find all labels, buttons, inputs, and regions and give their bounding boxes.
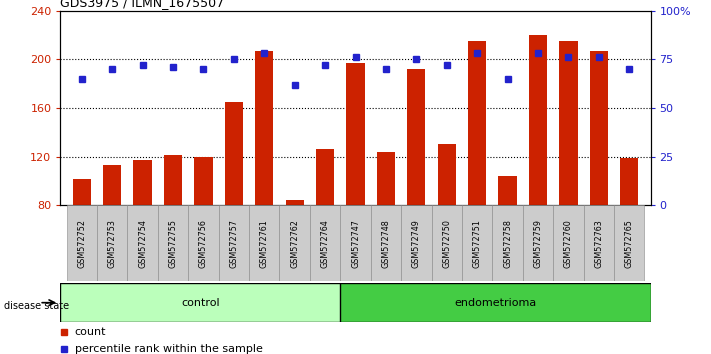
Text: endometrioma: endometrioma bbox=[454, 298, 536, 308]
Bar bbox=[401, 205, 432, 281]
Bar bbox=[60, 283, 340, 322]
Bar bbox=[432, 205, 462, 281]
Bar bbox=[370, 205, 401, 281]
Text: control: control bbox=[181, 298, 220, 308]
Text: percentile rank within the sample: percentile rank within the sample bbox=[75, 344, 262, 354]
Bar bbox=[498, 176, 517, 205]
Text: GSM572763: GSM572763 bbox=[594, 219, 604, 268]
Bar bbox=[438, 144, 456, 205]
Bar bbox=[73, 178, 91, 205]
Bar bbox=[158, 205, 188, 281]
Bar bbox=[340, 283, 651, 322]
Bar bbox=[103, 165, 122, 205]
Bar bbox=[249, 205, 279, 281]
Text: GSM572754: GSM572754 bbox=[138, 219, 147, 268]
Text: GDS3975 / ILMN_1675507: GDS3975 / ILMN_1675507 bbox=[60, 0, 225, 10]
Bar bbox=[377, 152, 395, 205]
Bar bbox=[553, 205, 584, 281]
Bar bbox=[614, 205, 644, 281]
Bar bbox=[560, 41, 577, 205]
Bar bbox=[620, 158, 638, 205]
Text: GSM572756: GSM572756 bbox=[199, 219, 208, 268]
Text: GSM572759: GSM572759 bbox=[533, 219, 542, 268]
Bar bbox=[188, 205, 218, 281]
Text: GSM572761: GSM572761 bbox=[260, 219, 269, 268]
Bar bbox=[286, 200, 304, 205]
Bar bbox=[134, 160, 151, 205]
Text: GSM572751: GSM572751 bbox=[473, 219, 481, 268]
Bar bbox=[255, 51, 273, 205]
Bar bbox=[468, 41, 486, 205]
Bar bbox=[529, 35, 547, 205]
Bar bbox=[225, 102, 243, 205]
Text: GSM572758: GSM572758 bbox=[503, 219, 512, 268]
Bar bbox=[341, 205, 370, 281]
Bar bbox=[316, 149, 334, 205]
Bar bbox=[127, 205, 158, 281]
Text: GSM572764: GSM572764 bbox=[321, 219, 330, 268]
Bar bbox=[67, 205, 97, 281]
Bar bbox=[279, 205, 310, 281]
Text: GSM572762: GSM572762 bbox=[290, 219, 299, 268]
Text: GSM572752: GSM572752 bbox=[77, 219, 86, 268]
Bar bbox=[310, 205, 341, 281]
Text: GSM572748: GSM572748 bbox=[381, 219, 390, 268]
Text: disease state: disease state bbox=[4, 301, 69, 311]
Text: GSM572755: GSM572755 bbox=[169, 219, 178, 268]
Bar bbox=[164, 155, 182, 205]
Text: GSM572760: GSM572760 bbox=[564, 219, 573, 268]
Bar bbox=[194, 156, 213, 205]
Bar bbox=[523, 205, 553, 281]
Text: GSM572757: GSM572757 bbox=[230, 219, 238, 268]
Text: GSM572749: GSM572749 bbox=[412, 219, 421, 268]
Bar bbox=[589, 51, 608, 205]
Bar bbox=[407, 69, 425, 205]
Bar bbox=[584, 205, 614, 281]
Bar bbox=[346, 63, 365, 205]
Text: count: count bbox=[75, 327, 106, 337]
Bar bbox=[218, 205, 249, 281]
Bar bbox=[97, 205, 127, 281]
Bar bbox=[493, 205, 523, 281]
Text: GSM572750: GSM572750 bbox=[442, 219, 451, 268]
Text: GSM572747: GSM572747 bbox=[351, 219, 360, 268]
Text: GSM572765: GSM572765 bbox=[625, 219, 634, 268]
Bar bbox=[462, 205, 493, 281]
Text: GSM572753: GSM572753 bbox=[107, 219, 117, 268]
